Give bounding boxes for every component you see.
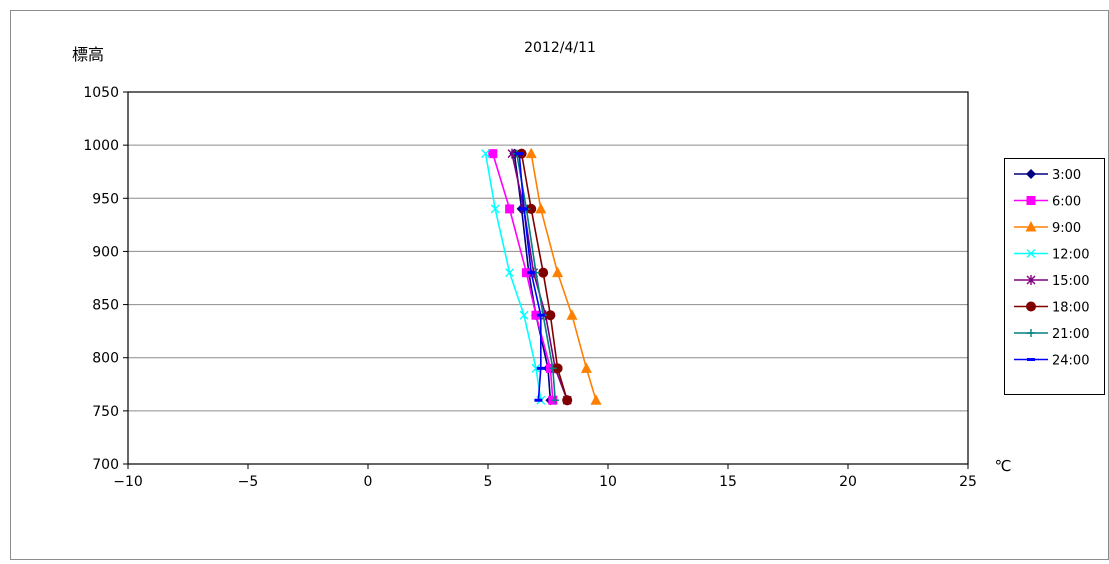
legend-swatch-marker: [1025, 221, 1037, 232]
legend-swatch-marker: [1026, 169, 1036, 179]
y-tick-label: 850: [92, 298, 119, 314]
x-tick-label: 20: [839, 474, 857, 490]
data-point: [562, 395, 573, 406]
x-axis-unit: ℃: [995, 457, 1012, 475]
series-line: [516, 153, 556, 401]
x-tick-label: −5: [238, 474, 259, 490]
y-tick-label: 1050: [83, 85, 119, 101]
legend-label: 9:00: [1052, 221, 1081, 236]
series-7: [515, 152, 545, 402]
legend-label: 12:00: [1052, 248, 1089, 263]
data-point: [536, 366, 545, 370]
legend-entry: 15:00: [1014, 274, 1089, 289]
data-point: [520, 207, 528, 211]
x-tick-label: 25: [959, 474, 977, 490]
series-line: [513, 153, 552, 401]
x-tick-label: 0: [364, 474, 373, 490]
legend-swatch-marker: [1027, 358, 1035, 361]
series-line: [518, 153, 542, 401]
data-point: [481, 149, 491, 159]
data-point: [531, 363, 541, 373]
legend-entry: 18:00: [1014, 301, 1089, 316]
y-tick-label: 700: [92, 457, 119, 473]
legend-entry: 24:00: [1014, 354, 1089, 369]
legend-label: 21:00: [1052, 327, 1089, 342]
series-line: [520, 153, 568, 401]
data-point: [551, 396, 560, 405]
legend-swatch-marker: [1026, 249, 1036, 258]
chart-title: 2012/4/11: [524, 40, 596, 56]
legend-swatch-marker: [1027, 329, 1035, 337]
x-axis-ticks: −10 −5 0 5 10 15 20 25: [113, 464, 977, 490]
x-tick-label: 15: [719, 474, 737, 490]
y-axis-label: 標高: [72, 45, 104, 64]
series-2: [525, 147, 602, 405]
legend-swatch-marker: [1026, 301, 1036, 312]
data-point: [552, 363, 563, 374]
data-point: [580, 362, 592, 373]
legend-label: 6:00: [1052, 195, 1081, 210]
legend-entry: 6:00: [1014, 195, 1081, 210]
legend-label: 18:00: [1052, 301, 1089, 316]
legend-label: 3:00: [1052, 168, 1081, 183]
legend-entry: 21:00: [1014, 327, 1089, 342]
x-tick-label: 10: [599, 474, 617, 490]
x-tick-label: −10: [113, 474, 143, 490]
data-point: [527, 271, 536, 275]
series-group: [481, 147, 602, 406]
data-point: [534, 398, 543, 402]
data-point: [519, 310, 529, 320]
data-point: [505, 204, 515, 214]
y-tick-label: 800: [92, 351, 119, 367]
data-point: [488, 149, 498, 159]
y-tick-label: 900: [92, 244, 119, 260]
y-tick-label: 950: [92, 191, 119, 207]
legend-entry: 9:00: [1014, 221, 1081, 236]
series-line: [530, 153, 597, 401]
data-point: [507, 148, 517, 159]
data-point: [521, 268, 531, 278]
data-point: [590, 394, 602, 405]
legend-entry: 12:00: [1014, 248, 1089, 263]
series-line: [484, 153, 542, 401]
data-point: [515, 152, 524, 156]
data-point: [566, 309, 578, 320]
data-point: [526, 203, 537, 214]
legend: 3:00 6:00 9:00 12:00 15:00 18:00 21:00 24:00: [1004, 158, 1105, 395]
plot-area-border: [127, 91, 969, 465]
data-point: [505, 268, 515, 278]
legend-swatch-marker: [1026, 196, 1036, 205]
legend-entry: 3:00: [1014, 168, 1081, 183]
x-tick-label: 5: [484, 474, 493, 490]
legend-box: [1004, 158, 1105, 395]
data-point: [552, 266, 564, 278]
legend-swatch-marker: [1026, 275, 1036, 285]
series-line: [492, 153, 554, 401]
data-point: [525, 147, 537, 159]
data-point: [538, 267, 549, 278]
data-point: [545, 310, 556, 321]
series-5: [516, 148, 573, 406]
data-point: [536, 313, 545, 317]
data-point: [490, 204, 500, 214]
data-point: [535, 202, 547, 214]
legend-label: 15:00: [1052, 274, 1089, 289]
y-axis-ticks: 700 750 800 850 900 950 1000 1050: [83, 85, 128, 473]
data-point: [548, 364, 557, 373]
legend-label: 24:00: [1052, 354, 1089, 369]
y-tick-label: 750: [92, 404, 119, 420]
data-point: [531, 310, 541, 320]
y-tick-label: 1000: [83, 138, 119, 154]
chart-area-border: [10, 10, 1109, 560]
